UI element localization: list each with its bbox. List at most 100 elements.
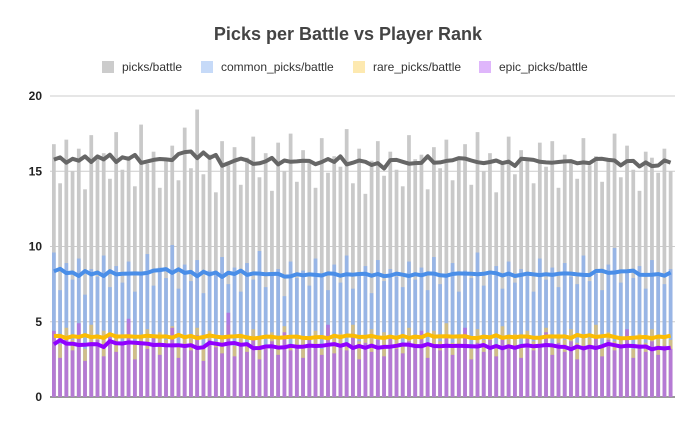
bar <box>157 354 162 397</box>
bar <box>488 339 492 397</box>
bar <box>407 341 411 397</box>
bar <box>176 357 181 397</box>
bar <box>307 338 312 397</box>
trendline <box>53 266 672 279</box>
bar <box>114 132 119 397</box>
bar <box>575 284 580 397</box>
bar <box>151 151 156 397</box>
legend-label: common_picks/battle <box>221 60 334 74</box>
bar <box>139 272 143 397</box>
trendlines <box>52 149 672 352</box>
bar <box>189 350 193 397</box>
bar <box>76 323 81 397</box>
trendline <box>53 149 672 171</box>
bar <box>207 339 212 397</box>
bar <box>170 244 175 397</box>
bar <box>650 260 654 397</box>
bar <box>238 184 243 397</box>
bar <box>145 254 150 397</box>
bar <box>114 351 119 397</box>
bar <box>550 267 555 397</box>
bar <box>332 264 337 397</box>
bar <box>618 347 623 397</box>
bar <box>313 258 318 397</box>
bar <box>319 354 324 397</box>
bar <box>587 348 592 397</box>
bar <box>519 269 523 397</box>
bar <box>537 344 542 397</box>
bar <box>668 348 673 397</box>
bar <box>270 341 274 397</box>
bar <box>95 339 100 397</box>
bar <box>537 258 542 397</box>
bar <box>606 264 611 397</box>
bar <box>400 353 405 397</box>
bar <box>89 135 94 397</box>
bar <box>506 348 511 397</box>
bar <box>151 336 156 397</box>
bar <box>450 354 455 397</box>
bars <box>52 109 673 398</box>
bar <box>257 359 262 397</box>
bar <box>170 327 175 397</box>
bar <box>400 287 405 397</box>
y-tick-label: 15 <box>29 164 43 178</box>
bar <box>263 287 268 397</box>
bar <box>369 351 374 397</box>
bar <box>332 353 337 397</box>
bar <box>276 354 281 397</box>
bar <box>363 266 368 397</box>
bar <box>357 272 362 397</box>
bar <box>413 345 418 397</box>
bar <box>120 342 125 397</box>
bar <box>413 159 418 397</box>
bar <box>326 324 330 397</box>
bar <box>344 350 349 397</box>
y-tick-label: 10 <box>29 240 43 254</box>
bar <box>344 255 349 397</box>
bar <box>176 288 181 397</box>
trendline <box>52 338 671 352</box>
bar <box>544 332 548 397</box>
bar <box>525 338 530 397</box>
bar <box>556 342 561 397</box>
bar <box>662 148 667 397</box>
bar <box>375 339 380 397</box>
bar <box>288 261 293 397</box>
bar <box>475 342 480 397</box>
bar <box>469 359 474 397</box>
bar <box>438 284 442 397</box>
bar <box>606 339 611 397</box>
bar <box>288 350 293 397</box>
legend-label: epic_picks/battle <box>499 60 588 74</box>
bar <box>213 347 218 397</box>
bar <box>319 138 324 397</box>
bar <box>363 342 368 397</box>
bar <box>220 257 224 397</box>
bar <box>450 263 455 397</box>
bar <box>52 330 56 397</box>
bar <box>625 329 629 397</box>
bar <box>463 327 467 397</box>
bar <box>562 351 567 397</box>
bar <box>139 124 143 397</box>
bar <box>612 248 617 397</box>
bar <box>294 345 299 397</box>
bar <box>114 266 119 397</box>
bar <box>394 348 399 397</box>
bar <box>531 183 536 397</box>
bar <box>182 127 187 397</box>
bar <box>307 162 312 397</box>
bar <box>506 261 511 397</box>
bar <box>251 336 256 397</box>
bar <box>562 263 567 397</box>
bar <box>444 338 449 397</box>
bar <box>500 163 505 397</box>
bar <box>139 341 143 397</box>
bar <box>425 357 430 397</box>
bar <box>656 354 661 397</box>
bar <box>164 345 168 397</box>
bar <box>388 335 393 397</box>
bar <box>257 251 262 397</box>
bar <box>195 109 200 398</box>
